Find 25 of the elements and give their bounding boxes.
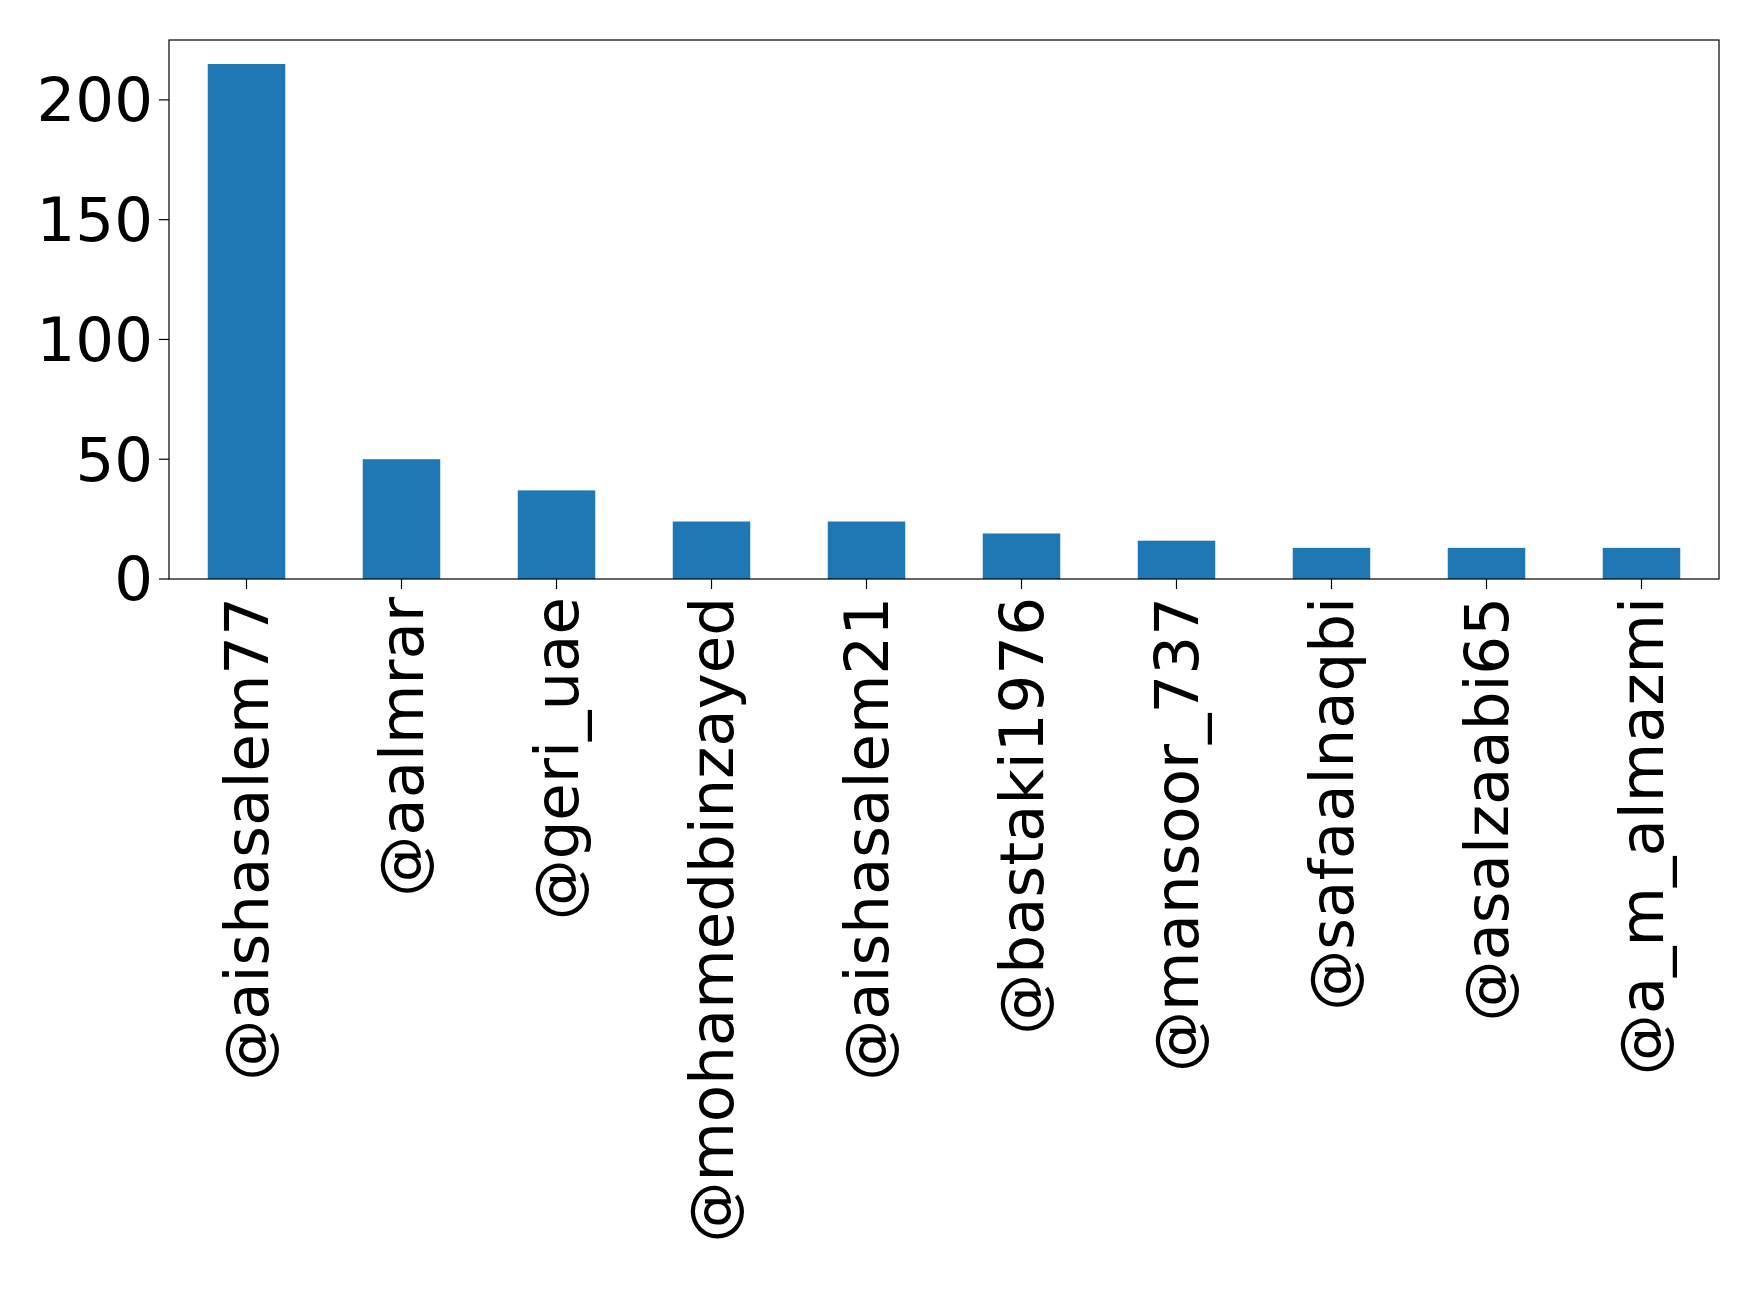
bar <box>672 521 751 579</box>
y-tick-label: 150 <box>36 184 153 256</box>
x-tick-label: @aishasalem21 <box>830 597 902 1081</box>
y-tick-label: 50 <box>75 423 153 495</box>
bar <box>517 490 596 579</box>
y-tick-label: 200 <box>36 64 153 136</box>
bar <box>207 63 286 579</box>
y-tick-label: 0 <box>114 543 153 615</box>
bar <box>982 533 1061 579</box>
x-tick-label: @mohamedbinzayed <box>675 597 747 1243</box>
bar <box>827 521 906 579</box>
bar <box>1602 547 1681 579</box>
y-tick-label: 100 <box>36 303 153 375</box>
x-tick-label: @a_m_almazmi <box>1605 597 1677 1076</box>
x-tick-label: @aalmrar <box>365 596 437 897</box>
x-tick-label: @aishasalem77 <box>210 597 282 1081</box>
bar <box>1292 547 1371 579</box>
x-tick-label: @geri_uae <box>520 597 592 921</box>
x-tick-label: @bastaki1976 <box>985 597 1057 1035</box>
bar <box>1137 540 1216 579</box>
bar <box>1447 547 1526 579</box>
x-tick-label: @safaalnaqbi <box>1295 597 1367 1011</box>
x-tick-label: @mansoor_737 <box>1140 597 1212 1072</box>
bar <box>362 459 441 579</box>
x-tick-label: @asalzaabi65 <box>1450 597 1522 1022</box>
